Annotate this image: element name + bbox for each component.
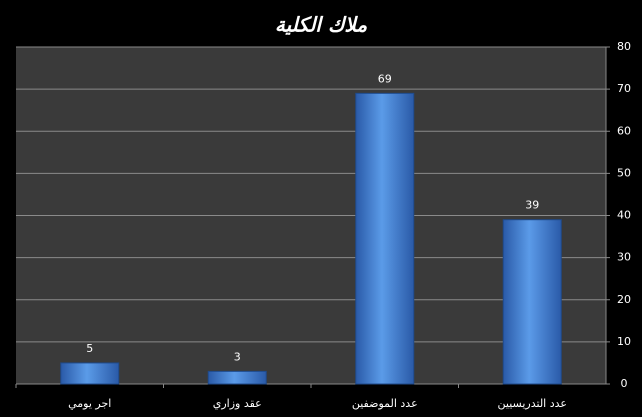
y-tick-label: 10 <box>617 335 631 348</box>
bar <box>502 219 562 385</box>
x-tick-label: عدد الموضفين <box>352 397 418 410</box>
chart-title: ملاك الكلية <box>275 13 367 37</box>
value-label: 5 <box>86 342 93 355</box>
bar <box>355 92 415 385</box>
value-label: 3 <box>234 350 241 363</box>
x-tick-label: عدد التدريسيين <box>498 397 567 410</box>
bar <box>60 362 120 385</box>
y-tick-label: 50 <box>617 166 631 179</box>
y-tick-label: 30 <box>617 251 631 264</box>
y-tick-label: 20 <box>617 293 631 306</box>
y-tick-label: 40 <box>617 209 631 222</box>
y-tick-label: 0 <box>621 377 628 390</box>
bar <box>207 370 267 385</box>
x-tick-label: اجر يومي <box>68 397 111 410</box>
y-tick-label: 70 <box>617 82 631 95</box>
y-tick-label: 80 <box>617 40 631 53</box>
value-label: 39 <box>525 199 539 212</box>
x-tick-label: عقد وزاري <box>213 397 262 410</box>
value-label: 69 <box>378 72 392 85</box>
y-tick-label: 60 <box>617 124 631 137</box>
